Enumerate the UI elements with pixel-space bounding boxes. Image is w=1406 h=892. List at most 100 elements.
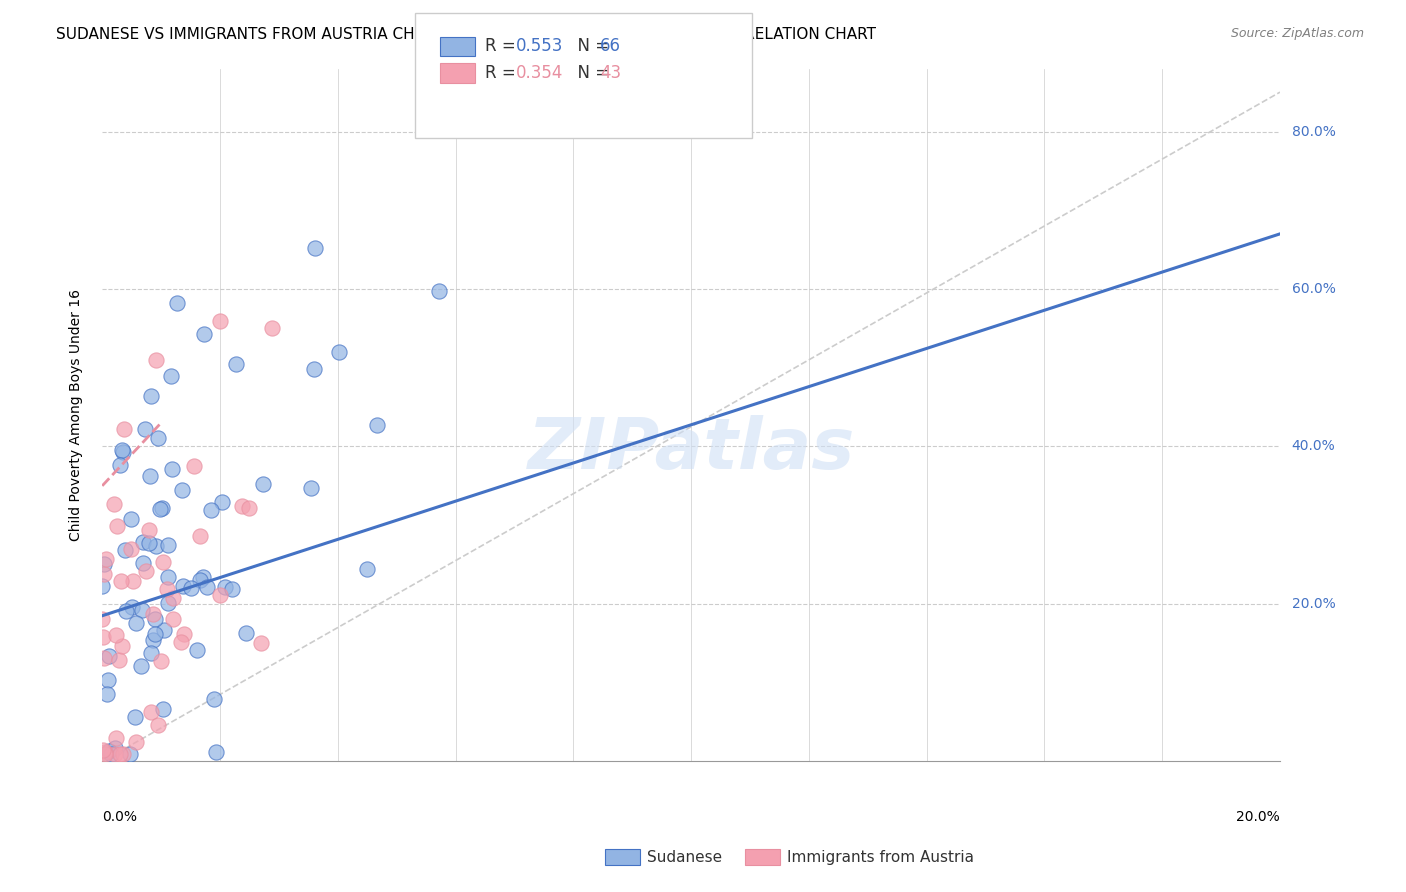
Immigrants from Austria	[162, 591, 184, 605]
Sudanese	[93, 557, 115, 571]
Sudanese	[141, 646, 163, 660]
Text: ZIPatlas: ZIPatlas	[527, 415, 855, 484]
Immigrants from Austria	[125, 735, 148, 749]
Sudanese	[145, 627, 167, 641]
Text: 0.354: 0.354	[516, 64, 564, 82]
Sudanese	[427, 284, 450, 298]
Immigrants from Austria	[110, 747, 132, 761]
Sudanese	[186, 643, 208, 657]
Immigrants from Austria	[93, 650, 115, 665]
Immigrants from Austria	[238, 501, 260, 516]
Sudanese	[197, 580, 219, 594]
Sudanese	[138, 536, 160, 550]
Sudanese	[124, 615, 146, 630]
Immigrants from Austria	[105, 731, 128, 746]
Sudanese	[138, 468, 160, 483]
Text: 60.0%: 60.0%	[1292, 282, 1336, 296]
Sudanese	[188, 573, 211, 587]
Sudanese	[115, 604, 138, 618]
Immigrants from Austria	[135, 564, 157, 578]
Sudanese	[111, 442, 134, 457]
Immigrants from Austria	[260, 321, 283, 335]
Sudanese	[114, 542, 136, 557]
Immigrants from Austria	[148, 718, 170, 732]
Immigrants from Austria	[173, 626, 195, 640]
Immigrants from Austria	[162, 612, 184, 626]
Sudanese	[131, 603, 153, 617]
Sudanese	[191, 570, 214, 584]
Sudanese	[152, 702, 174, 716]
Sudanese	[366, 417, 388, 432]
Immigrants from Austria	[94, 747, 117, 761]
Immigrants from Austria	[138, 523, 160, 537]
Immigrants from Austria	[120, 541, 142, 556]
Sudanese	[180, 582, 202, 596]
Sudanese	[129, 659, 152, 673]
Text: 80.0%: 80.0%	[1292, 125, 1336, 138]
Immigrants from Austria	[152, 555, 174, 569]
Immigrants from Austria	[91, 612, 114, 626]
Immigrants from Austria	[139, 705, 162, 719]
Immigrants from Austria	[108, 653, 131, 667]
Sudanese	[162, 462, 184, 476]
Sudanese	[356, 562, 378, 576]
Sudanese	[108, 458, 131, 472]
Text: 0.0%: 0.0%	[103, 810, 138, 824]
Immigrants from Austria	[183, 458, 205, 473]
Sudanese	[328, 344, 350, 359]
Immigrants from Austria	[91, 743, 114, 757]
Text: 20.0%: 20.0%	[1292, 597, 1336, 611]
Text: R =: R =	[485, 64, 522, 82]
Sudanese	[302, 362, 325, 376]
Immigrants from Austria	[110, 574, 132, 588]
Sudanese	[150, 500, 173, 515]
Immigrants from Austria	[156, 582, 179, 596]
Text: SUDANESE VS IMMIGRANTS FROM AUSTRIA CHILD POVERTY AMONG BOYS UNDER 16 CORRELATIO: SUDANESE VS IMMIGRANTS FROM AUSTRIA CHIL…	[56, 27, 876, 42]
Text: N =: N =	[567, 37, 614, 55]
Immigrants from Austria	[231, 500, 253, 514]
Sudanese	[159, 369, 181, 384]
Text: Source: ZipAtlas.com: Source: ZipAtlas.com	[1230, 27, 1364, 40]
Sudanese	[200, 503, 222, 517]
Sudanese	[156, 597, 179, 611]
Text: Sudanese: Sudanese	[647, 850, 721, 864]
Immigrants from Austria	[149, 654, 172, 668]
Sudanese	[193, 326, 215, 341]
Sudanese	[98, 649, 121, 664]
Sudanese	[221, 582, 243, 596]
Text: Immigrants from Austria: Immigrants from Austria	[787, 850, 974, 864]
Sudanese	[148, 502, 170, 516]
Text: 0.553: 0.553	[516, 37, 564, 55]
Immigrants from Austria	[94, 746, 117, 760]
Sudanese	[142, 632, 165, 647]
Immigrants from Austria	[112, 747, 135, 761]
Sudanese	[252, 476, 274, 491]
Sudanese	[235, 625, 257, 640]
Immigrants from Austria	[112, 421, 135, 435]
Immigrants from Austria	[91, 630, 114, 644]
Sudanese	[97, 673, 120, 687]
Immigrants from Austria	[170, 634, 193, 648]
Sudanese	[301, 481, 323, 495]
Immigrants from Austria	[93, 567, 115, 582]
Sudanese	[145, 540, 167, 554]
Text: 66: 66	[600, 37, 621, 55]
Sudanese	[91, 579, 114, 593]
Immigrants from Austria	[104, 747, 127, 761]
Sudanese	[112, 445, 135, 459]
Sudanese	[143, 612, 166, 626]
Text: 43: 43	[600, 64, 621, 82]
Immigrants from Austria	[122, 574, 145, 589]
Immigrants from Austria	[188, 529, 211, 543]
Sudanese	[134, 422, 156, 436]
Sudanese	[204, 691, 226, 706]
Sudanese	[121, 599, 143, 614]
Text: R =: R =	[485, 37, 522, 55]
Sudanese	[214, 580, 236, 594]
Sudanese	[156, 570, 179, 584]
Sudanese	[97, 743, 120, 757]
Immigrants from Austria	[111, 639, 134, 653]
Sudanese	[146, 431, 169, 445]
Sudanese	[96, 687, 118, 701]
Immigrants from Austria	[94, 552, 117, 566]
